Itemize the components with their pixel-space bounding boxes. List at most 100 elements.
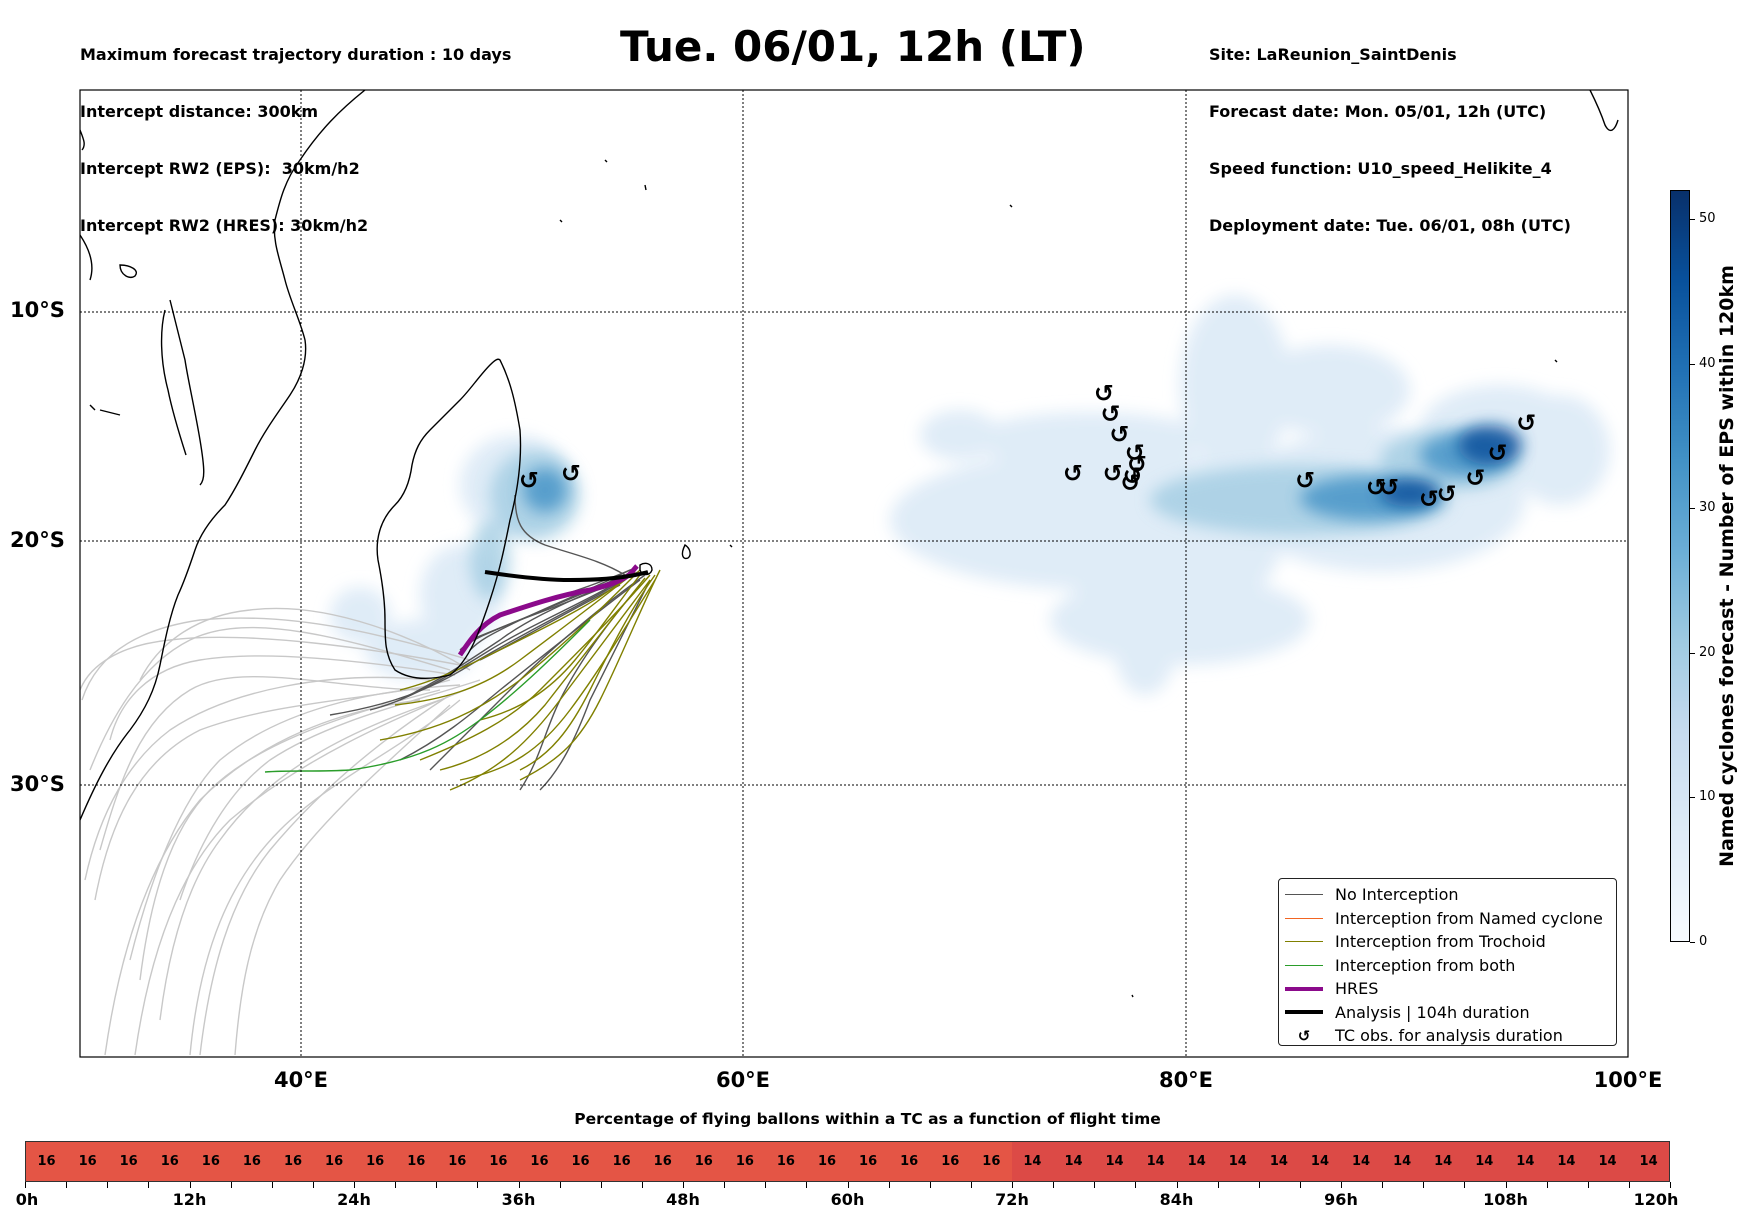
tc-obs-symbol: ↺ [561,460,581,488]
header-line: Speed function: U10_speed_Helikite_4 [1209,159,1552,178]
timebar-cell: 16 [354,1142,396,1181]
colorbar-tick: 10 [1690,789,1716,804]
timebar-cell: 14 [1545,1142,1587,1181]
timebar-tick [1628,1182,1630,1188]
timebar-cell: 16 [436,1142,478,1181]
timebar-cell: 16 [231,1142,273,1181]
legend-item: No Interception [1279,883,1616,907]
timebar-cell: 16 [724,1142,766,1181]
timebar-cell: 14 [1217,1142,1259,1181]
timebar-hour-label: 0h [15,1190,39,1209]
tc-obs-symbol: ↺ [1366,473,1386,501]
tc-obs-symbol: ↺ [1295,466,1315,494]
legend-label: Interception from both [1335,955,1516,975]
timebar-cell: 14 [1340,1142,1382,1181]
timebar-tick [271,1182,273,1188]
timebar-tick [1176,1182,1178,1188]
header-line: Maximum forecast trajectory duration : 1… [80,45,512,64]
tc-observations: ↺ ↺↺↺↺↺↺↺ ↺ ↺↺ ↺ ↺↺ ↺↺↺↺↺ [519,379,1536,512]
header-line: Deployment date: Tue. 06/01, 08h (UTC) [1209,216,1571,235]
timebar-tick [970,1182,972,1188]
tc-obs-symbol: ↺ [1103,460,1123,488]
timebar-tick [395,1182,397,1188]
timebar-cell: 16 [313,1142,355,1181]
timebar-tick [724,1182,726,1188]
timebar-hour-label: 60h [830,1190,865,1209]
timebar-cell: 16 [765,1142,807,1181]
timebar-hour-label: 120h [1633,1190,1679,1209]
tc-obs-symbol: ↺ [1094,379,1114,407]
timebar-tick [847,1182,849,1188]
timebar-cell: 16 [67,1142,109,1181]
lon-label-100e: 100°E [1593,1068,1663,1092]
timebar-cell: 16 [970,1142,1012,1181]
tc-symbol-icon: ↺ [1297,1026,1311,1045]
tc-obs-symbol: ↺ [1487,439,1507,467]
timebar-cell: 16 [806,1142,848,1181]
timebar-tick [641,1182,643,1188]
timebar-cell: 14 [1586,1142,1629,1181]
cyclone-density-field [330,295,1610,695]
timebar-cell: 14 [1094,1142,1136,1181]
colorbar-tick: 0 [1690,934,1707,949]
tc-obs-symbol: ↺ [1379,473,1399,501]
timebar-tick [1382,1182,1384,1188]
timebar-tick [559,1182,561,1188]
legend-label: TC obs. for analysis duration [1335,1026,1563,1046]
timebar-cell: 16 [683,1142,725,1181]
timebar-tick [1053,1182,1055,1188]
timebar-cell: 16 [477,1142,519,1181]
tc-obs-symbol: ↺ [1437,480,1457,508]
tc-obs-symbol: ↺ [1125,439,1145,467]
timebar-tick [1217,1182,1219,1188]
timebar-tick [1505,1182,1507,1188]
legend-item: Interception from both [1279,954,1616,978]
timebar-cell: 16 [395,1142,437,1181]
site-parameters: Site: LaReunion_SaintDenis Forecast date… [1209,7,1571,254]
near-trajectories [264,494,661,791]
graticule [80,90,1628,1057]
legend-item: Analysis | 104h duration [1279,1001,1616,1025]
timebar-hour-label: 48h [666,1190,700,1209]
timebar-tick [1341,1182,1342,1188]
timebar-tick [1670,1182,1671,1188]
analysis-trajectory [484,570,649,583]
page-title: Tue. 06/01, 12h (LT) [620,22,1086,71]
timebar-cell: 16 [642,1142,684,1181]
timebar-cell: 14 [1463,1142,1505,1181]
timebar-tick [1094,1182,1096,1188]
timebar-tick [1258,1182,1260,1188]
timebar-tick [929,1182,931,1188]
map-frame [79,89,1629,1058]
colorbar-tick: 30 [1690,500,1716,515]
timebar: 16 16 16 16 16 16 16 16 16 16 16 16 16 16 16 16 16 16 16 16… [25,1141,1670,1182]
timebar-tick [436,1182,438,1188]
header-line: Intercept distance: 300km [80,102,319,121]
lat-label-30s: 30°S [10,772,65,796]
far-trajectories [80,607,481,1056]
lon-label-80e: 80°E [1158,1068,1214,1092]
timebar-cell: 14 [1011,1142,1053,1181]
timebar-tick [806,1182,808,1188]
timebar-hour-label: 36h [501,1190,536,1209]
timebar-tick [107,1182,109,1188]
timebar-tick [148,1182,150,1188]
tc-obs-symbol: ↺ [519,466,539,494]
header-line: Intercept RW2 (HRES): 30km/h2 [80,216,369,235]
timebar-hour-label: 12h [172,1190,207,1209]
timebar-tick [1299,1182,1301,1188]
tc-obs-symbol: ↺ [1127,450,1147,478]
lat-label-10s: 10°S [10,298,65,322]
timebar-cell: 14 [1052,1142,1095,1181]
timebar-cell: 14 [1381,1142,1423,1181]
tc-obs-symbol: ↺ [1419,485,1439,513]
timebar-cell: 14 [1176,1142,1218,1181]
timebar-tick [354,1182,355,1188]
tc-obs-symbol: ↺ [1123,462,1143,490]
header-line: Forecast date: Mon. 05/01, 12h (UTC) [1209,102,1547,121]
legend-label: Interception from Named cyclone [1335,908,1603,928]
lat-label-20s: 20°S [10,528,65,552]
tc-obs-symbol: ↺ [1063,460,1083,488]
timebar-tick [25,1182,26,1188]
timebar-cell: 14 [1504,1142,1546,1181]
